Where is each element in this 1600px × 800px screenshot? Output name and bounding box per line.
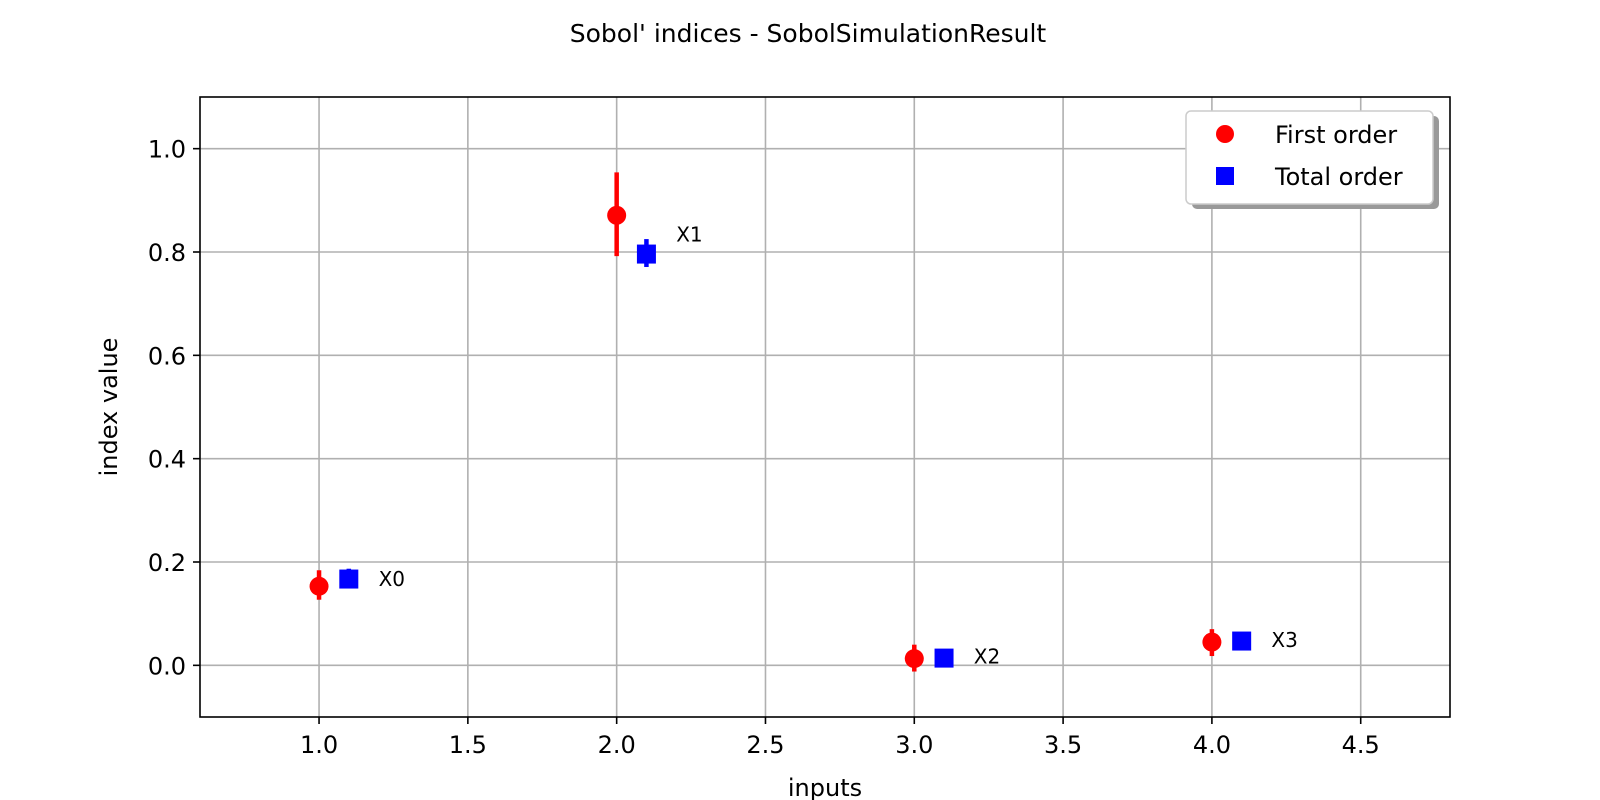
y-tick-label: 0.6 [148,342,186,370]
y-axis-label: index value [95,338,123,477]
legend-box [1185,110,1434,205]
error-bars [316,172,1244,672]
legend-total-order-marker [1216,167,1234,185]
total-order-point [1232,631,1252,651]
first-order-point [607,205,627,225]
x-tick-label: 2.0 [598,731,636,759]
x-tick-label: 4.0 [1193,731,1231,759]
axis-ticks: 1.0 1.5 2.0 2.5 3.0 3.5 4.0 4.5 0.0 0.2 0.4 0.6 0.8 1… [148,136,1380,759]
x-tick-label: 4.5 [1342,731,1380,759]
y-tick-label: 0.0 [148,652,186,680]
y-tick-label: 0.2 [148,549,186,577]
point-label-x2: X2 [974,645,1000,669]
y-tick-label: 1.0 [148,136,186,164]
point-label-x3: X3 [1271,628,1297,652]
point-label-x0: X0 [379,567,405,591]
legend-total-order-label: Total order [1274,163,1403,191]
legend-first-order-label: First order [1275,121,1397,149]
data-markers [309,205,1252,669]
x-axis-label: inputs [788,774,862,800]
legend-first-order-marker [1216,125,1234,143]
x-tick-label: 1.0 [300,731,338,759]
y-tick-label: 0.4 [148,446,186,474]
first-order-point [309,576,329,596]
y-tick-label: 0.8 [148,239,186,267]
total-order-point [339,569,359,589]
total-order-point [636,244,656,264]
first-order-point [1202,632,1222,652]
plot-frame [199,96,1451,718]
first-order-point [904,649,924,669]
total-order-point [934,648,954,668]
x-tick-label: 3.0 [895,731,933,759]
x-tick-label: 3.5 [1044,731,1082,759]
point-label-x1: X1 [676,222,702,246]
x-tick-label: 1.5 [449,731,487,759]
point-labels: X0 X1 X2 X3 [379,222,1298,668]
legend: First order Total order [1185,110,1439,209]
chart-title: Sobol' indices - SobolSimulationResult [570,19,1047,48]
x-tick-label: 2.5 [746,731,784,759]
